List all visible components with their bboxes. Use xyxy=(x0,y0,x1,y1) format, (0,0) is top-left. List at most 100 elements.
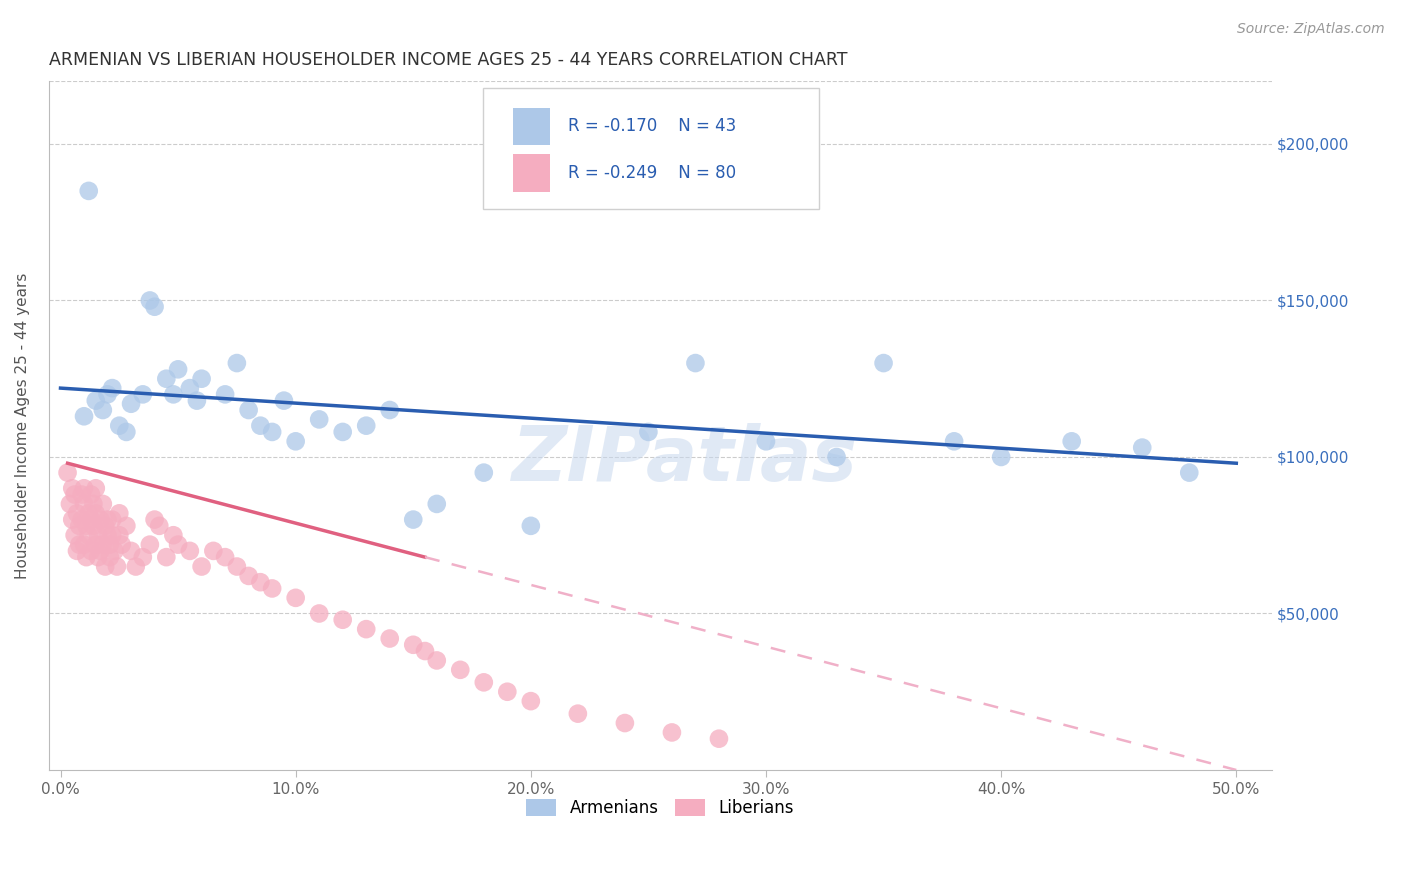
Point xyxy=(132,387,155,401)
Point xyxy=(378,632,401,646)
Point xyxy=(94,519,117,533)
Point xyxy=(472,675,495,690)
Point xyxy=(101,528,124,542)
Point xyxy=(262,425,284,439)
Point xyxy=(139,538,162,552)
Point xyxy=(104,544,127,558)
Point xyxy=(332,425,354,439)
Text: ARMENIAN VS LIBERIAN HOUSEHOLDER INCOME AGES 25 - 44 YEARS CORRELATION CHART: ARMENIAN VS LIBERIAN HOUSEHOLDER INCOME … xyxy=(49,51,848,69)
Point xyxy=(66,506,89,520)
Point xyxy=(225,356,247,370)
Point xyxy=(190,559,212,574)
Point xyxy=(613,716,636,731)
Point xyxy=(67,519,90,533)
Point xyxy=(82,519,104,533)
Point xyxy=(73,538,96,552)
Point xyxy=(143,512,166,526)
Point xyxy=(84,481,107,495)
Point xyxy=(91,403,114,417)
Point xyxy=(108,506,131,520)
Point xyxy=(225,559,247,574)
Point xyxy=(84,393,107,408)
Point xyxy=(143,300,166,314)
Point xyxy=(179,544,201,558)
Point xyxy=(91,538,114,552)
Point xyxy=(80,544,103,558)
FancyBboxPatch shape xyxy=(513,153,550,192)
Point xyxy=(707,731,730,746)
Point xyxy=(567,706,589,721)
Point xyxy=(101,381,124,395)
Point xyxy=(66,544,89,558)
Point xyxy=(77,184,100,198)
Point xyxy=(1178,466,1201,480)
Point xyxy=(308,607,330,621)
Point xyxy=(162,528,184,542)
Point xyxy=(56,466,79,480)
Point xyxy=(284,434,307,449)
Point xyxy=(111,538,134,552)
Point xyxy=(186,393,208,408)
Point xyxy=(202,544,225,558)
Point xyxy=(139,293,162,308)
Point xyxy=(426,653,449,667)
Text: ZIPatlas: ZIPatlas xyxy=(512,423,858,497)
Point xyxy=(1130,441,1153,455)
Point xyxy=(273,393,295,408)
Point xyxy=(155,550,177,565)
Point xyxy=(872,356,894,370)
Point xyxy=(115,519,138,533)
Point xyxy=(84,506,107,520)
Point xyxy=(943,434,966,449)
Point xyxy=(96,387,118,401)
Point xyxy=(214,387,236,401)
Point xyxy=(755,434,778,449)
Point xyxy=(60,481,83,495)
Point xyxy=(89,512,111,526)
Point xyxy=(155,372,177,386)
Point xyxy=(73,497,96,511)
Point xyxy=(80,487,103,501)
Point xyxy=(249,575,271,590)
Point xyxy=(449,663,471,677)
Point xyxy=(94,559,117,574)
Point xyxy=(70,487,93,501)
Point xyxy=(825,450,848,464)
Point xyxy=(87,528,110,542)
Point xyxy=(354,418,377,433)
Point xyxy=(63,528,86,542)
Point xyxy=(101,512,124,526)
Point xyxy=(89,544,111,558)
Point xyxy=(685,356,707,370)
Point xyxy=(262,582,284,596)
Point xyxy=(87,550,110,565)
Point xyxy=(378,403,401,417)
Text: Source: ZipAtlas.com: Source: ZipAtlas.com xyxy=(1237,22,1385,37)
Point xyxy=(520,519,543,533)
Point xyxy=(59,497,82,511)
Point xyxy=(661,725,683,739)
Point xyxy=(496,684,519,698)
Point xyxy=(308,412,330,426)
Point xyxy=(75,519,97,533)
Point xyxy=(167,538,190,552)
Point xyxy=(132,550,155,565)
Point xyxy=(214,550,236,565)
Point xyxy=(284,591,307,605)
Point xyxy=(82,497,104,511)
Legend: Armenians, Liberians: Armenians, Liberians xyxy=(520,792,801,823)
Point xyxy=(60,512,83,526)
Point xyxy=(426,497,449,511)
Point xyxy=(354,622,377,636)
Point xyxy=(520,694,543,708)
Point xyxy=(120,397,142,411)
Point xyxy=(637,425,659,439)
Point xyxy=(1060,434,1083,449)
Point xyxy=(77,506,100,520)
FancyBboxPatch shape xyxy=(482,88,820,209)
Point xyxy=(249,418,271,433)
Point xyxy=(115,425,138,439)
Point xyxy=(125,559,148,574)
Point xyxy=(162,387,184,401)
Point xyxy=(238,403,260,417)
